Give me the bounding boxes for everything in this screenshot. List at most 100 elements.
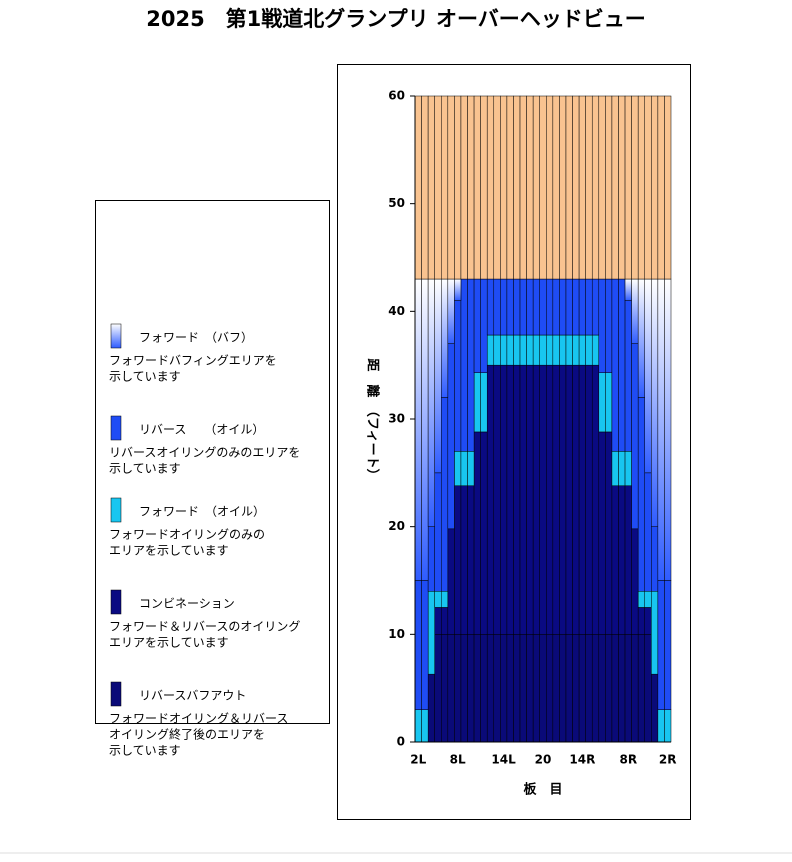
bar-segment <box>460 451 468 487</box>
legend-description: フォワードオイリング＆リバース <box>109 712 288 726</box>
bar-segment <box>467 278 475 452</box>
bar-segment <box>493 364 501 635</box>
bar-segment <box>441 278 449 398</box>
bar-segment <box>611 451 619 487</box>
bar-segment <box>460 95 468 280</box>
bar-segment <box>611 278 619 452</box>
y-axis-label: 距 離 （フィート） <box>365 358 381 481</box>
bar-segment <box>598 372 606 433</box>
x-tick-label: 2R <box>659 753 677 767</box>
y-tick-label: 0 <box>397 735 405 749</box>
bar-segment <box>434 278 442 474</box>
bar-segment <box>631 278 639 344</box>
legend-swatch <box>110 497 122 523</box>
bar-segment <box>532 278 540 336</box>
x-tick-label: 2L <box>410 753 426 767</box>
bar-segment <box>598 634 606 743</box>
y-tick-label: 50 <box>388 196 405 210</box>
y-tick-label: 40 <box>388 304 405 318</box>
bar-segment <box>427 95 435 280</box>
bar-segment <box>434 472 442 592</box>
bar-segment <box>598 431 606 635</box>
bar-segment <box>664 709 672 743</box>
bar-segment <box>414 95 422 280</box>
bar-segment <box>427 673 435 743</box>
bar-segment <box>486 334 495 366</box>
bar-segment <box>486 95 495 280</box>
bar-segment <box>559 95 567 280</box>
x-tick-label: 8R <box>620 753 638 767</box>
bar-segment <box>519 278 527 336</box>
bar-segment <box>447 95 455 280</box>
bar-segment <box>591 95 600 280</box>
bar-segment <box>598 95 606 280</box>
bar-segment <box>500 334 508 366</box>
bar-segment <box>480 95 488 280</box>
legend-description: フォワード＆リバースのオイリング <box>109 620 300 634</box>
bar-segment <box>427 591 435 675</box>
bar-segment <box>637 607 645 635</box>
bar-segment <box>539 634 547 743</box>
bar-segment <box>519 95 527 280</box>
legend-description: オイリング終了後のエリアを <box>109 727 265 742</box>
bar-segment <box>441 397 449 592</box>
bar-segment <box>605 95 613 280</box>
bar-segment <box>637 95 645 280</box>
bar-segment <box>624 451 632 487</box>
bar-segment <box>585 334 593 366</box>
legend-description: 示しています <box>109 744 181 758</box>
bar-segment <box>578 634 586 743</box>
bar-segment <box>519 364 527 635</box>
bar-segment <box>572 95 580 280</box>
bar-segment <box>657 580 665 710</box>
bar-segment <box>486 634 495 743</box>
bar-segment <box>546 364 554 635</box>
bar-segment <box>506 364 514 635</box>
bar-segment <box>519 334 527 366</box>
bar-segment <box>467 95 475 280</box>
bar-segment <box>559 278 567 336</box>
bar-segment <box>434 634 442 743</box>
bar-segment <box>657 709 665 743</box>
legend-description: 示しています <box>109 370 181 384</box>
bar-segment <box>454 634 462 743</box>
bar-segment <box>591 334 600 366</box>
x-tick-label: 14L <box>491 753 516 767</box>
bar-segment <box>441 607 449 635</box>
bar-segment <box>657 278 665 581</box>
bar-segment <box>460 634 468 743</box>
bar-segment <box>454 300 462 452</box>
bar-segment <box>651 526 659 592</box>
bar-segment <box>605 278 613 373</box>
legend-label: リバースバフアウト <box>139 689 246 703</box>
bar-segment <box>637 397 645 592</box>
bar-segment <box>473 95 481 280</box>
bar-segment <box>486 278 495 336</box>
bar-segment <box>611 485 619 635</box>
bar-segment <box>500 364 508 635</box>
bar-segment <box>480 372 488 433</box>
bar-segment <box>572 634 580 743</box>
bar-segment <box>565 95 573 280</box>
bar-segment <box>421 95 429 280</box>
bar-segment <box>618 95 626 280</box>
legend-description: 示しています <box>109 462 181 476</box>
bar-segment <box>559 364 567 635</box>
bar-segment <box>441 634 449 743</box>
bar-segment <box>441 591 449 608</box>
bar-segment <box>447 634 455 743</box>
bar-segment <box>618 485 626 635</box>
bar-segment <box>519 634 527 743</box>
bar-segment <box>552 278 560 336</box>
bar-segment <box>552 334 560 366</box>
bar-segment <box>644 591 652 608</box>
bar-segment <box>473 372 481 433</box>
bar-segment <box>473 634 481 743</box>
legend-description: エリアを示しています <box>109 544 229 558</box>
bar-segment <box>559 334 567 366</box>
bar-segment <box>421 278 429 581</box>
legend-description: フォワードバフィングエリアを <box>109 354 277 368</box>
bar-segment <box>631 95 639 280</box>
bar-segment <box>631 528 639 635</box>
legend-label: コンビネーション <box>139 597 235 611</box>
